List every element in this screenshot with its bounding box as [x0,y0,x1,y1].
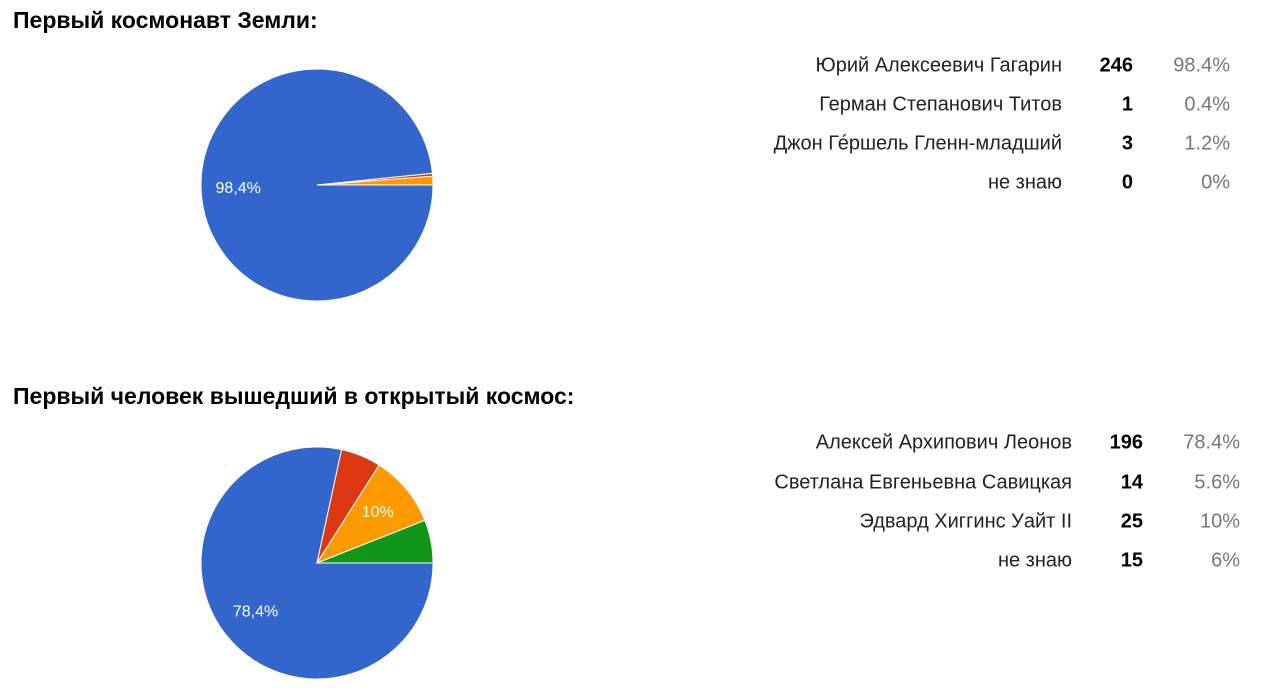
percent: 6% [1211,549,1240,571]
count: 25 [1121,510,1143,532]
percent: 78.4% [1183,431,1240,453]
percent: 1.2% [1184,132,1230,154]
legend-label: Юрий Алексеевич Гагарин [815,54,1062,76]
percent: 5.6% [1194,471,1240,493]
legend-label: Герман Степанович Титов [819,93,1062,115]
pie-slice [200,446,434,680]
slice-label: 10% [362,504,394,521]
slice-label: 78,4% [233,604,278,621]
pie-slice [315,464,426,565]
percent: 10% [1200,510,1240,532]
count: 196 [1110,431,1143,453]
legend-label: Алексей Архипович Леонов [816,431,1072,453]
count: 1 [1122,93,1133,115]
pie-slice [316,519,434,564]
count: 14 [1121,471,1144,493]
chart-title: Первый человек вышедший в открытый космо… [13,383,574,409]
slice-label: 98,4% [216,180,261,197]
legend-label: не знаю [998,549,1072,571]
count: 15 [1121,549,1143,571]
percent: 98.4% [1173,54,1230,76]
count: 246 [1100,54,1133,76]
count: 0 [1122,171,1133,193]
count: 3 [1122,132,1133,154]
legend-label: Джон Ге́ршель Гленн-младший [774,132,1062,154]
percent: 0% [1201,171,1230,193]
legend-label: не знаю [988,171,1062,193]
legend-label: Светлана Евгеньевна Савицкая [774,471,1072,493]
legend-label: Эдвард Хиггинс Уайт II [860,510,1073,532]
percent: 0.4% [1184,93,1230,115]
chart-title: Первый космонавт Земли: [13,7,318,33]
